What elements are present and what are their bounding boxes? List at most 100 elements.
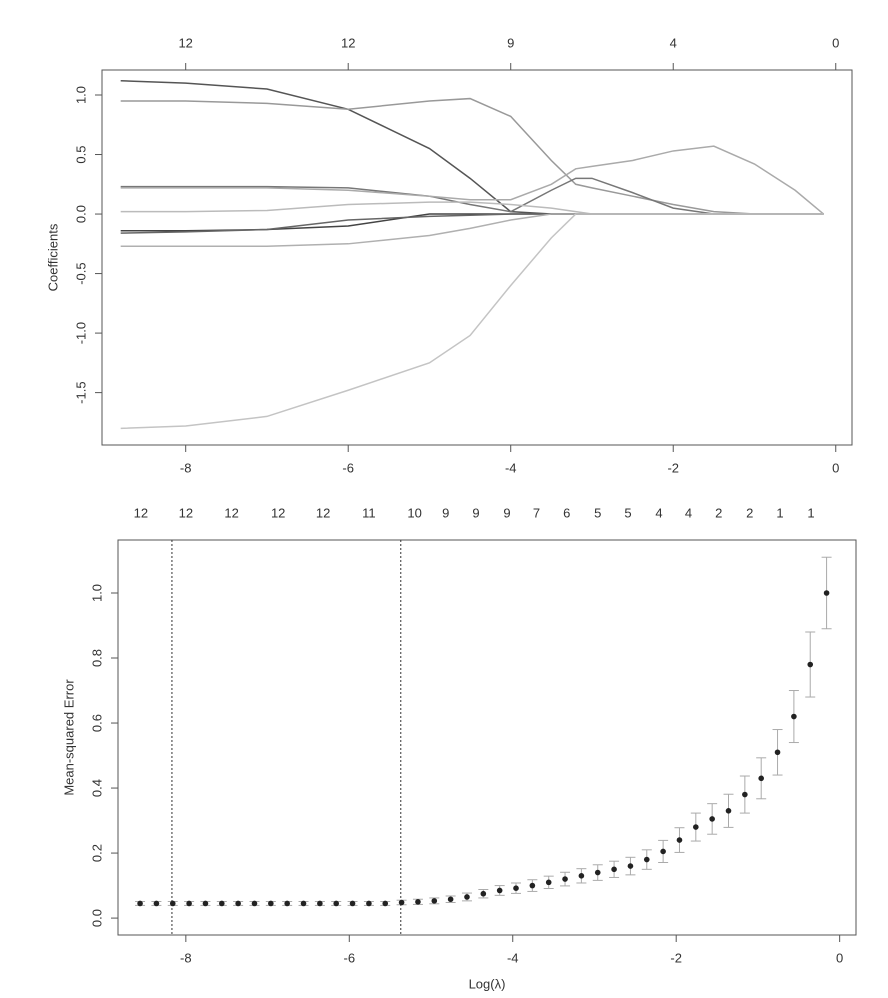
point bbox=[578, 873, 585, 879]
y-tick-label: 0.0 bbox=[89, 909, 104, 927]
y-tick-label: 0.6 bbox=[89, 714, 104, 732]
point bbox=[333, 900, 340, 907]
point bbox=[513, 885, 519, 891]
top-tick-label: 10 bbox=[407, 505, 421, 520]
plot-box bbox=[101, 69, 853, 446]
x-tick-label: -6 bbox=[342, 460, 354, 475]
point bbox=[268, 900, 274, 907]
point bbox=[186, 900, 192, 907]
point bbox=[627, 863, 634, 869]
point bbox=[317, 900, 323, 907]
point bbox=[382, 900, 389, 907]
point bbox=[758, 775, 764, 782]
point bbox=[218, 900, 225, 907]
point bbox=[643, 856, 650, 863]
top-tick-label: 11 bbox=[362, 505, 376, 520]
point bbox=[725, 808, 732, 814]
x-tick-label: -2 bbox=[667, 460, 679, 475]
x-tick-label: -8 bbox=[180, 950, 192, 965]
top-tick-label: 2 bbox=[746, 505, 753, 520]
point bbox=[562, 876, 568, 882]
x-axis-label: Log(λ) bbox=[469, 976, 506, 991]
x-tick-label: -4 bbox=[505, 460, 517, 475]
point bbox=[529, 882, 536, 889]
point bbox=[791, 713, 797, 720]
point bbox=[823, 590, 830, 596]
top-tick-label: 12 bbox=[271, 505, 285, 520]
top-tick-label: 4 bbox=[670, 35, 677, 50]
top-tick-label: 5 bbox=[594, 505, 601, 520]
top-tick-label: 4 bbox=[685, 505, 692, 520]
point bbox=[807, 661, 814, 668]
point bbox=[464, 894, 470, 900]
coefficient-path bbox=[120, 97, 824, 215]
point bbox=[349, 900, 356, 907]
point bbox=[251, 900, 258, 907]
top-tick-label: 12 bbox=[134, 505, 148, 520]
y-tick-label: 1.0 bbox=[89, 584, 104, 602]
top-tick-label: 12 bbox=[341, 35, 355, 50]
point bbox=[676, 837, 683, 843]
point bbox=[398, 899, 405, 906]
coefficient-path bbox=[120, 177, 824, 215]
point bbox=[693, 824, 699, 830]
point bbox=[742, 791, 748, 798]
top-tick-label: 12 bbox=[316, 505, 330, 520]
y-tick-label: 0.0 bbox=[73, 205, 88, 223]
point bbox=[300, 900, 307, 907]
point bbox=[415, 899, 421, 905]
coefficient-path bbox=[120, 213, 824, 234]
coefficient-path bbox=[120, 213, 824, 430]
point bbox=[169, 900, 176, 907]
x-tick-label: 0 bbox=[832, 460, 839, 475]
top-tick-label: 9 bbox=[507, 35, 514, 50]
top-tick-label: 2 bbox=[715, 505, 722, 520]
top-tick-label: 1 bbox=[807, 505, 814, 520]
y-tick-label: -1.0 bbox=[73, 322, 88, 344]
point bbox=[202, 900, 209, 907]
point bbox=[480, 890, 487, 897]
point bbox=[774, 749, 781, 756]
point bbox=[594, 869, 601, 876]
point bbox=[709, 816, 715, 822]
top-tick-label: 12 bbox=[224, 505, 238, 520]
x-tick-label: -4 bbox=[507, 950, 519, 965]
plot-box bbox=[117, 539, 857, 936]
top-tick-label: 4 bbox=[655, 505, 662, 520]
top-tick-label: 1 bbox=[776, 505, 783, 520]
y-tick-label: -1.5 bbox=[73, 381, 88, 403]
y-axis-label: Coefficients bbox=[45, 223, 60, 291]
point bbox=[447, 896, 454, 903]
point bbox=[660, 848, 666, 855]
x-tick-label: -6 bbox=[344, 950, 356, 965]
top-tick-label: 0 bbox=[832, 35, 839, 50]
point bbox=[545, 879, 552, 886]
top-tick-label: 9 bbox=[442, 505, 449, 520]
y-tick-label: -0.5 bbox=[73, 262, 88, 284]
x-tick-label: -8 bbox=[180, 460, 192, 475]
y-tick-label: 0.2 bbox=[89, 844, 104, 862]
y-tick-label: 1.0 bbox=[73, 86, 88, 104]
y-tick-label: 0.4 bbox=[89, 779, 104, 797]
point bbox=[153, 900, 160, 907]
top-tick-label: 7 bbox=[533, 505, 540, 520]
point bbox=[611, 866, 617, 873]
point bbox=[431, 898, 438, 904]
point bbox=[137, 900, 143, 907]
top-tick-label: 9 bbox=[472, 505, 479, 520]
top-tick-label: 12 bbox=[178, 35, 192, 50]
x-tick-label: 0 bbox=[836, 950, 843, 965]
y-axis-label: Mean-squared Error bbox=[61, 679, 76, 796]
coefficient-path bbox=[120, 145, 825, 215]
x-tick-label: -2 bbox=[670, 950, 682, 965]
top-tick-label: 6 bbox=[563, 505, 570, 520]
point bbox=[235, 900, 241, 907]
point bbox=[284, 900, 290, 907]
top-tick-label: 5 bbox=[624, 505, 631, 520]
y-tick-label: 0.8 bbox=[89, 649, 104, 667]
y-tick-label: 0.5 bbox=[73, 145, 88, 163]
point bbox=[366, 900, 372, 907]
point bbox=[496, 887, 503, 894]
top-tick-label: 9 bbox=[503, 505, 510, 520]
